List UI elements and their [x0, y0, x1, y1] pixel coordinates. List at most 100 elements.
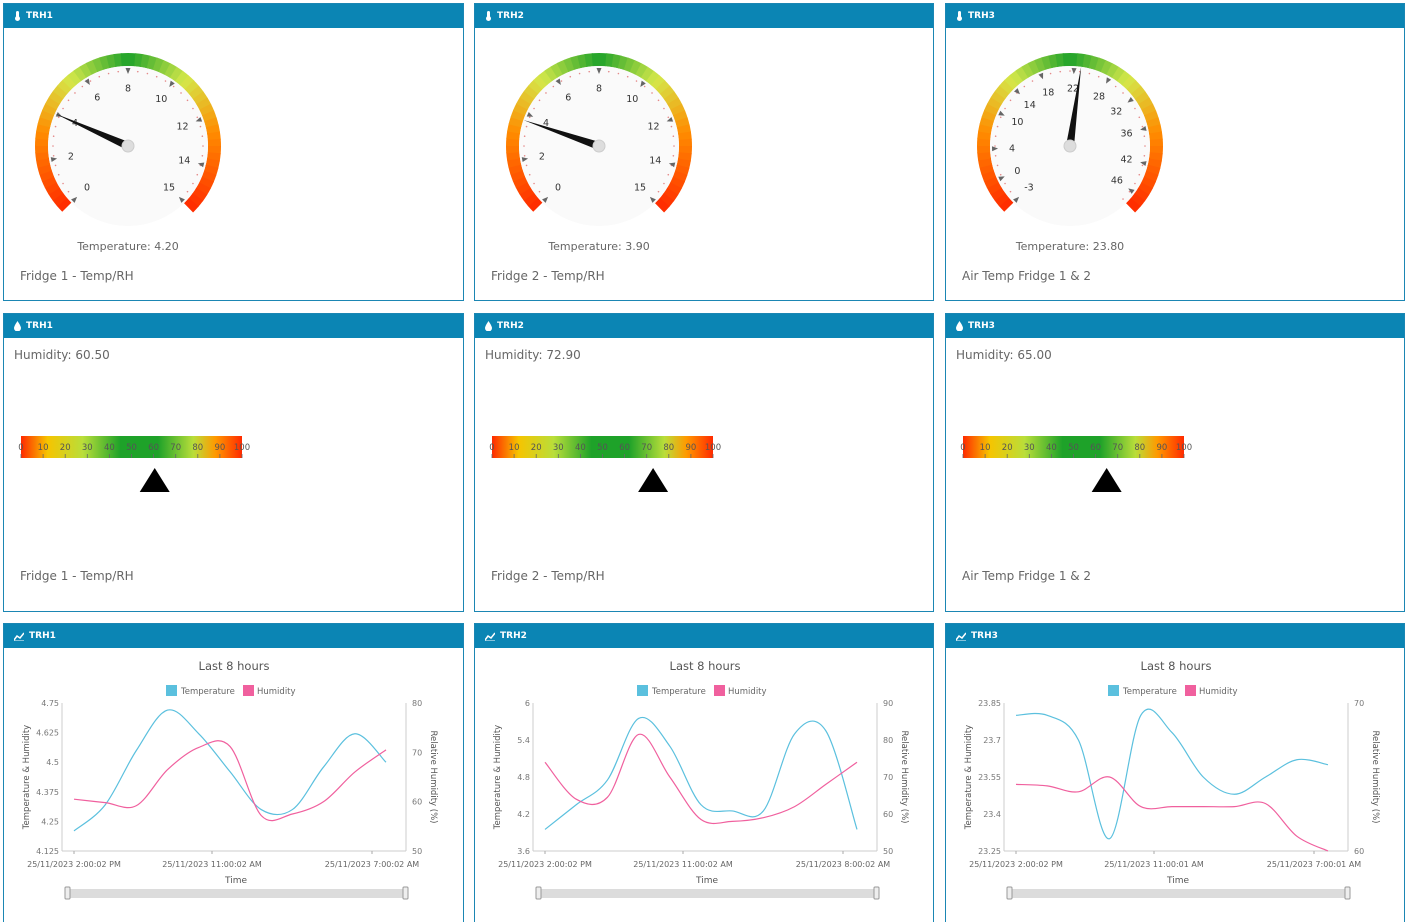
x-tick-label: 25/11/2023 11:00:01 AM [1104, 860, 1204, 869]
y-tick-label: 4.375 [36, 788, 59, 797]
range-slider-handle-left[interactable] [64, 886, 71, 900]
gauge-minor-tick [186, 99, 189, 102]
gauge-tick-label: 28 [1093, 91, 1105, 102]
gauge-band-segment [994, 192, 1010, 207]
gauge-tick-label: 4 [1009, 144, 1015, 155]
gauge-pivot [121, 139, 135, 153]
temperature-readout: Temperature: 3.90 [547, 240, 649, 253]
gauge-minor-tick [57, 116, 60, 119]
y-tick-label: 23.85 [978, 699, 1001, 708]
line-chart[interactable]: Last 8 hours Temperature Humidity 4.125 4.25… [4, 648, 463, 922]
gauge-minor-tick [52, 154, 55, 157]
gauge-band-segment [1111, 66, 1126, 82]
line-chart[interactable]: Last 8 hours Temperature Humidity 23.25 23.4… [946, 648, 1404, 922]
y2-axis-title: Relative Humidity (%) [1370, 731, 1380, 824]
gauge-minor-tick [1049, 72, 1052, 75]
line-chart-icon [956, 632, 966, 641]
gauge-band-segment [52, 192, 68, 207]
gauge-major-tick [178, 196, 185, 203]
gauge-band-segment [184, 80, 200, 95]
gauge-band-segment [207, 131, 221, 141]
gauge-tick-label: 15 [634, 183, 646, 194]
gauge-band-segment [977, 151, 991, 161]
legend-swatch-temperature [637, 685, 648, 696]
gauge-band-segment [666, 182, 682, 196]
gauge-band-segment [192, 91, 208, 105]
gauge-minor-tick [62, 107, 64, 110]
gauge-tick-label: -3 [1024, 183, 1033, 194]
gauge-band-segment [577, 53, 588, 69]
range-slider-track [1009, 889, 1349, 898]
range-slider-handle-right[interactable] [873, 886, 880, 900]
gauge-panel-2: TRH2 0 2 4 6 8 10 12 14 15 Temperature: 3.90 Frid… [474, 3, 934, 301]
gauge-band-segment [1134, 187, 1150, 202]
gauge-band-segment [207, 138, 221, 147]
gauge-major-tick [1071, 67, 1077, 75]
gauge-minor-tick [578, 72, 581, 75]
gauge-band-segment [1070, 53, 1079, 67]
gauge-tick-label: 6 [565, 92, 571, 103]
gauge-tick-label: 42 [1120, 155, 1132, 166]
gauge-band-segment [994, 84, 1010, 99]
gauge-tick-label: 4 [543, 118, 549, 129]
gauge-band-segment [41, 175, 57, 189]
line-chart[interactable]: Last 8 hours Temperature Humidity 3.6 4.2 4.8… [475, 648, 933, 922]
gauge-band-segment [205, 124, 221, 135]
gauge-tick-label: 6 [94, 92, 100, 103]
gauge-band-segment [128, 53, 137, 67]
gauge-band-segment [659, 193, 675, 208]
gauge-minor-tick [657, 99, 660, 102]
panel-header: TRH3 [946, 4, 1404, 28]
gauge-minor-tick [201, 154, 204, 157]
y2-tick-label: 80 [412, 699, 422, 708]
gauge-band-segment [48, 90, 64, 105]
legend-swatch-humidity [714, 685, 725, 696]
gauge-minor-tick [1134, 107, 1136, 110]
gauge-minor-tick [672, 135, 675, 138]
gauge-minor-tick [999, 173, 1002, 176]
gauge-band-segment [650, 75, 666, 91]
gauge-band-segment [528, 79, 544, 95]
gauge-band-segment [659, 85, 675, 100]
gauge-band-segment [1117, 70, 1132, 86]
legend-label: Temperature [180, 687, 235, 697]
gauge-major-tick [50, 157, 58, 163]
humidity-value: Humidity: 72.90 [485, 348, 581, 362]
humidity-scale-label: 40 [575, 443, 586, 453]
y2-tick-label: 70 [1354, 699, 1364, 708]
range-slider-handle-right[interactable] [1344, 886, 1351, 900]
gauge-tick-label: 8 [125, 84, 131, 95]
humidity-pointer [638, 468, 669, 492]
y-tick-label: 4.2 [517, 810, 530, 819]
gauge-band-segment [1121, 75, 1137, 91]
gauge-band-segment [584, 53, 594, 67]
gauge-band-segment [678, 146, 692, 155]
humidity-scale-bar [963, 436, 1184, 458]
gauge-band-segment [1149, 146, 1163, 155]
gauge-major-tick [1140, 126, 1147, 131]
range-slider-handle-left[interactable] [1006, 886, 1013, 900]
humidity-scale-label: 60 [619, 443, 630, 453]
gauge-band-segment [1062, 53, 1071, 67]
temperature-readout: Temperature: 23.80 [1015, 240, 1124, 253]
range-slider-handle-right[interactable] [402, 886, 409, 900]
humidity-panel-2: TRH2 Humidity: 72.90 0 10 20 30 40 50 60 70 80 90… [474, 313, 934, 612]
gauge-band-segment [195, 182, 211, 196]
gauge-band-segment [1140, 176, 1156, 190]
range-slider-handle-left[interactable] [535, 886, 542, 900]
x-tick-label: 25/11/2023 11:00:02 AM [633, 860, 733, 869]
gauge-band-segment [599, 53, 608, 67]
gauge-band-segment [175, 70, 190, 86]
gauge-tick-label: 22 [1067, 84, 1079, 95]
humidity-scale-label: 80 [192, 443, 203, 453]
series-line-humidity [544, 733, 858, 825]
gauge-band-segment [977, 145, 991, 154]
gauge-band-segment [44, 181, 60, 195]
gauge-band-segment [990, 187, 1006, 201]
gauge-band-segment [654, 197, 670, 213]
x-axis-title: Time [695, 876, 718, 886]
humidity-scale-label: 10 [980, 443, 991, 453]
humidity-scale-bar [492, 436, 713, 458]
series-line-temperature [544, 716, 858, 830]
